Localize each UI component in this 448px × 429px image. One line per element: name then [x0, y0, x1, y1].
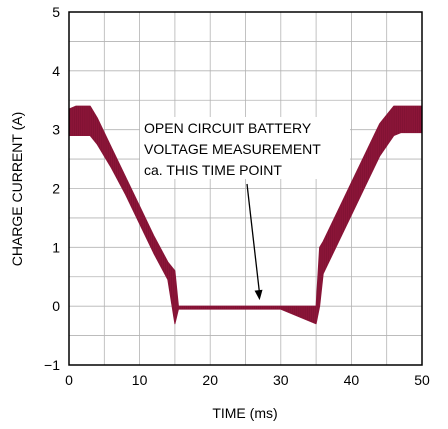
plot-frame	[68, 11, 423, 366]
x-tick-labels: 0 10 20 30 40 50	[65, 372, 430, 388]
x-tick-label: 20	[202, 372, 218, 388]
annotation-background	[140, 117, 350, 179]
annotation-line-3: ca. THIS TIME POINT	[144, 162, 282, 178]
x-tick-label: 10	[132, 372, 148, 388]
y-tick-label: 3	[52, 122, 60, 138]
x-tick-label: 0	[65, 372, 73, 388]
annotation-line-2: VOLTAGE MEASUREMENT	[144, 141, 321, 157]
y-tick-label: −1	[44, 357, 60, 373]
annotation-arrow-line	[246, 183, 261, 295]
annotation-arrow-head	[254, 289, 263, 301]
x-tick-label: 40	[344, 372, 360, 388]
y-tick-label: 2	[52, 181, 60, 197]
y-tick-label: 1	[52, 239, 60, 255]
x-tick-label: 50	[414, 372, 430, 388]
x-axis-title: TIME (ms)	[212, 405, 277, 421]
y-tick-labels: −1 0 1 2 3 4 5	[44, 4, 60, 373]
y-tick-label: 4	[52, 63, 60, 79]
y-axis-title: CHARGE CURRENT (A)	[9, 112, 25, 267]
annotation-line-1: OPEN CIRCUIT BATTERY	[144, 120, 312, 136]
x-tick-label: 30	[273, 372, 289, 388]
y-tick-label: 5	[52, 4, 60, 20]
y-tick-label: 0	[52, 298, 60, 314]
